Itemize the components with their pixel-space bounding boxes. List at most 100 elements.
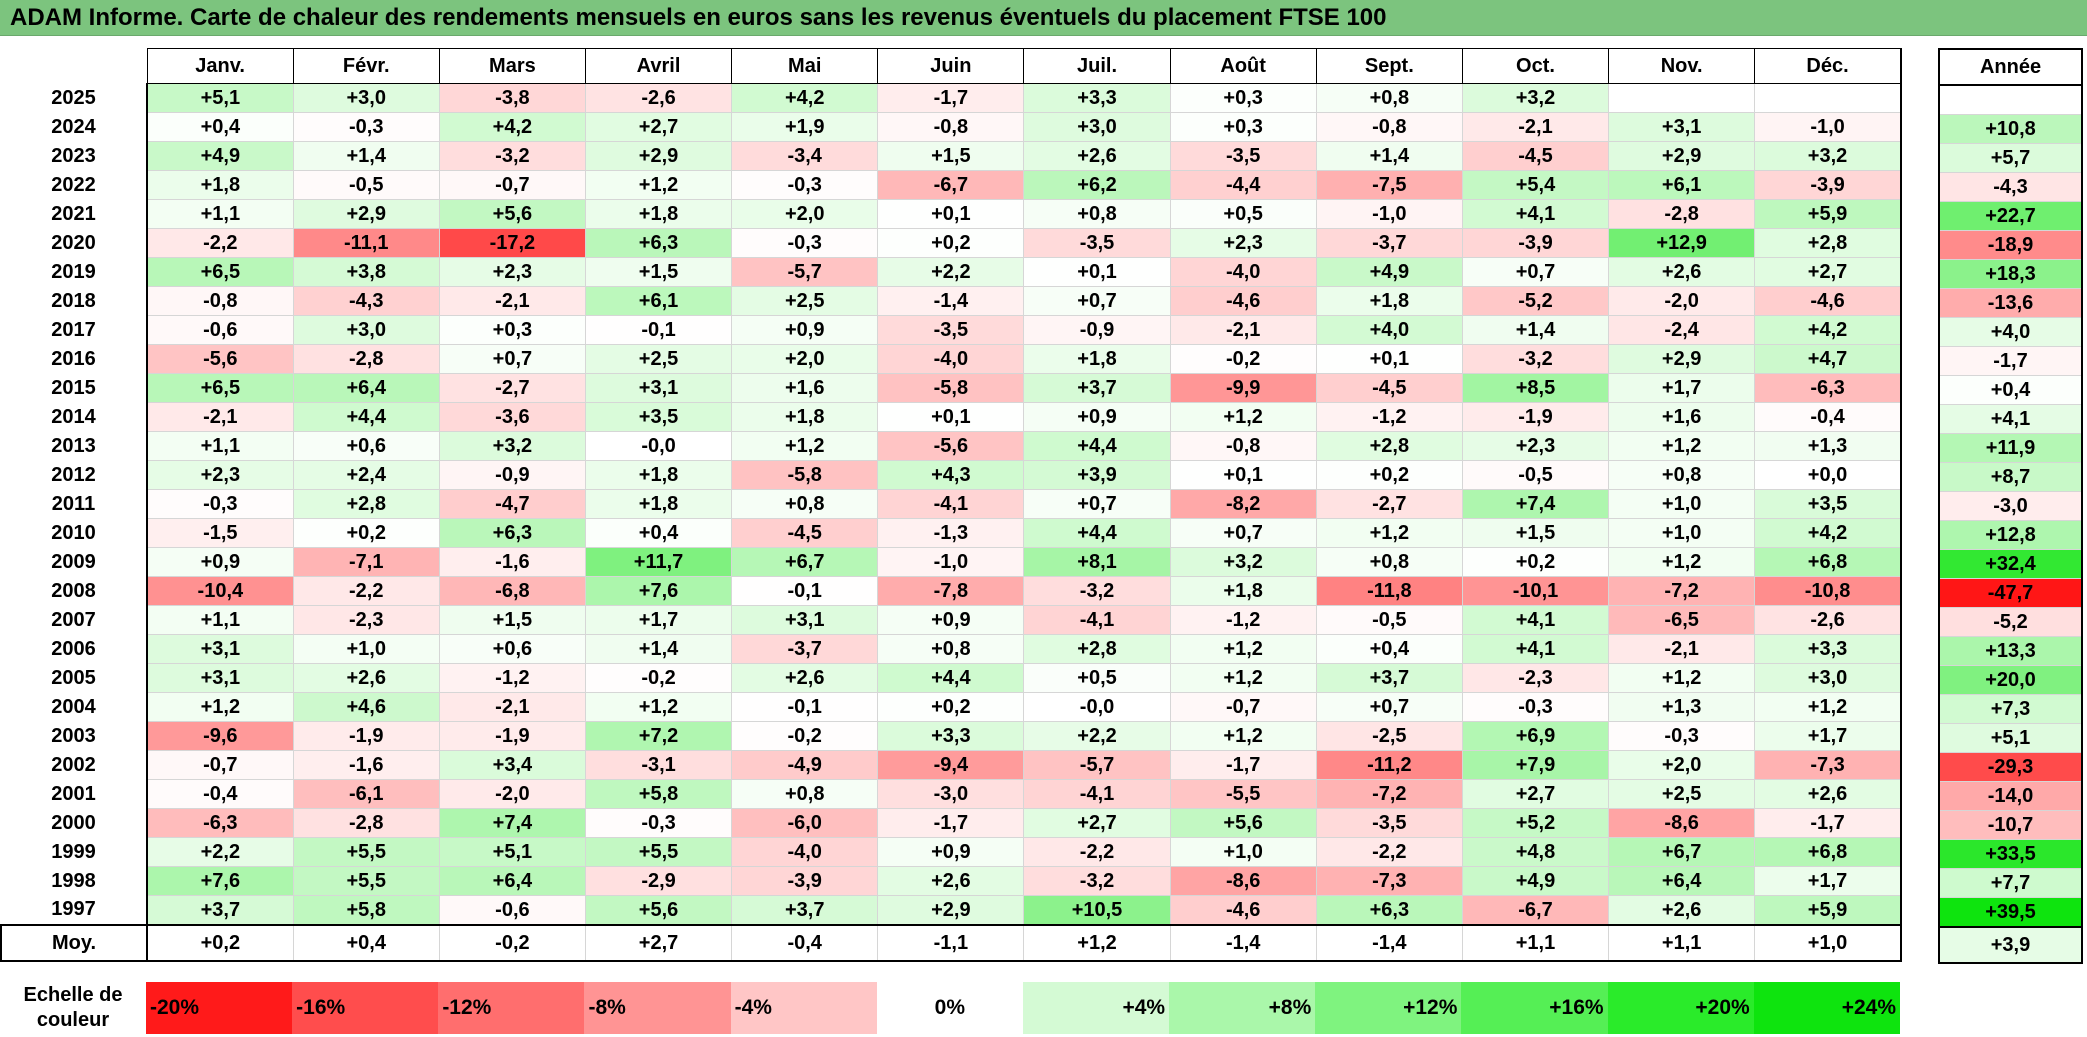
color-scale-step: -16% xyxy=(292,982,439,1034)
month-return-cell: +0,8 xyxy=(1608,460,1756,490)
month-return-cell xyxy=(1754,83,1902,113)
month-return-cell: +3,0 xyxy=(292,83,440,113)
annual-return-cell: +10,8 xyxy=(1938,114,2083,144)
month-return-cell: -0,3 xyxy=(731,228,879,258)
month-return-cell: +7,2 xyxy=(584,721,733,751)
table-row: 2006 +3,1 +1,0 +0,6 +1,4 -3,7 +0,8 +2,8 +1,2 +0,4… xyxy=(1,634,1902,664)
month-return-cell: +0,2 xyxy=(1315,460,1463,490)
average-month-cell: +0,2 xyxy=(146,924,294,962)
month-return-cell: -1,0 xyxy=(877,547,1025,577)
month-return-cell: +0,7 xyxy=(1169,518,1317,548)
month-return-cell: +3,7 xyxy=(146,895,294,926)
month-return-cell: -2,2 xyxy=(292,576,440,606)
year-label: 2025 xyxy=(1,83,148,113)
month-return-cell: -0,0 xyxy=(1023,692,1171,722)
month-return-cell: -2,6 xyxy=(584,83,733,113)
table-row: 1998 +7,6 +5,5 +6,4 -2,9 -3,9 +2,6 -3,2 -8,6 -7,3… xyxy=(1,866,1902,896)
table-row: 2024 +0,4 -0,3 +4,2 +2,7 +1,9 -0,8 +3,0 +0,3 -0,8… xyxy=(1,112,1902,142)
month-return-cell: +5,4 xyxy=(1461,170,1610,200)
month-return-cell: +3,1 xyxy=(146,663,294,693)
month-return-cell: -3,1 xyxy=(584,750,733,780)
month-return-cell: -2,1 xyxy=(1461,112,1610,142)
month-return-cell: -4,4 xyxy=(1169,170,1317,200)
month-return-cell: -10,4 xyxy=(146,576,294,606)
table-row: 2012 +2,3 +2,4 -0,9 +1,8 -5,8 +4,3 +3,9 +0,1 +0,2… xyxy=(1,460,1902,490)
month-return-cell: +1,2 xyxy=(1169,402,1317,432)
month-return-cell: +4,2 xyxy=(1754,315,1902,345)
month-return-cell: +2,8 xyxy=(1023,634,1171,664)
month-return-cell: +5,8 xyxy=(292,895,440,926)
month-return-cell: +2,2 xyxy=(146,837,294,867)
year-label: 2005 xyxy=(1,663,148,693)
month-return-cell: +6,2 xyxy=(1023,170,1171,200)
annual-row: +7,7 xyxy=(1938,868,2083,898)
month-return-cell: -1,2 xyxy=(1315,402,1463,432)
month-return-cell: +2,6 xyxy=(292,663,440,693)
month-return-cell: +1,3 xyxy=(1608,692,1756,722)
month-return-cell: -4,6 xyxy=(1754,286,1902,316)
month-return-cell: +7,9 xyxy=(1461,750,1610,780)
month-return-cell: +0,9 xyxy=(877,837,1025,867)
month-return-cell: -7,3 xyxy=(1754,750,1902,780)
month-return-cell: +1,2 xyxy=(1754,692,1902,722)
month-return-cell: -2,8 xyxy=(292,344,440,374)
month-return-cell: -2,1 xyxy=(438,692,586,722)
annual-return-cell: +12,8 xyxy=(1938,520,2083,550)
month-return-cell: -0,6 xyxy=(146,315,294,345)
month-return-cell: -4,0 xyxy=(1169,257,1317,287)
year-label: 2011 xyxy=(1,489,148,519)
annual-row: -4,3 xyxy=(1938,172,2083,202)
month-return-cell: -5,8 xyxy=(731,460,879,490)
month-return-cell: +1,4 xyxy=(1315,141,1463,171)
month-return-cell: -3,9 xyxy=(1461,228,1610,258)
annual-return-cell: +4,1 xyxy=(1938,404,2083,434)
month-return-cell: +1,4 xyxy=(292,141,440,171)
annual-return-cell: -47,7 xyxy=(1938,578,2083,608)
month-return-cell: +6,4 xyxy=(292,373,440,403)
month-return-cell: -8,6 xyxy=(1169,866,1317,896)
month-header: Avril xyxy=(584,48,733,84)
month-return-cell: +3,2 xyxy=(1754,141,1902,171)
table-row: 2000 -6,3 -2,8 +7,4 -0,3 -6,0 -1,7 +2,7 +5,6 -3,5… xyxy=(1,808,1902,838)
month-return-cell: +2,6 xyxy=(877,866,1025,896)
month-return-cell: -6,5 xyxy=(1608,605,1756,635)
month-return-cell: +7,4 xyxy=(438,808,586,838)
year-label: 2019 xyxy=(1,257,148,287)
annual-row: -18,9 xyxy=(1938,230,2083,260)
month-return-cell: -3,5 xyxy=(1023,228,1171,258)
month-return-cell: -4,5 xyxy=(1315,373,1463,403)
month-return-cell: +1,7 xyxy=(1754,866,1902,896)
month-header: Sept. xyxy=(1315,48,1463,84)
annual-return-cell: -13,6 xyxy=(1938,288,2083,318)
month-return-cell: +3,5 xyxy=(1754,489,1902,519)
table-row: 2018 -0,8 -4,3 -2,1 +6,1 +2,5 -1,4 +0,7 -4,6 +1,8… xyxy=(1,286,1902,316)
month-return-cell: +2,7 xyxy=(1023,808,1171,838)
month-return-cell: -6,7 xyxy=(1461,895,1610,926)
month-return-cell: -0,2 xyxy=(584,663,733,693)
month-return-cell: +3,5 xyxy=(584,402,733,432)
month-return-cell: -4,9 xyxy=(731,750,879,780)
month-return-cell: +2,6 xyxy=(731,663,879,693)
table-row: 2025 +5,1 +3,0 -3,8 -2,6 +4,2 -1,7 +3,3 +0,3 +0,8… xyxy=(1,83,1902,113)
annual-row: -47,7 xyxy=(1938,578,2083,608)
month-return-cell: -3,7 xyxy=(1315,228,1463,258)
month-return-cell: +5,1 xyxy=(146,83,294,113)
table-row: 2013 +1,1 +0,6 +3,2 -0,0 +1,2 -5,6 +4,4 -0,8 +2,8… xyxy=(1,431,1902,461)
month-return-cell: +2,5 xyxy=(1608,779,1756,809)
color-scale-legend: Echelle de couleur -20% -16% -12% -8% -4% 0% +… xyxy=(0,982,1900,1034)
month-return-cell: +5,5 xyxy=(292,866,440,896)
month-return-cell: +1,4 xyxy=(584,634,733,664)
month-return-cell: -2,3 xyxy=(1461,663,1610,693)
month-return-cell: +6,4 xyxy=(1608,866,1756,896)
month-return-cell: -0,5 xyxy=(1315,605,1463,635)
month-return-cell: +4,2 xyxy=(1754,518,1902,548)
month-return-cell: +0,2 xyxy=(877,692,1025,722)
month-return-cell: -11,2 xyxy=(1315,750,1463,780)
month-return-cell: +0,6 xyxy=(438,634,586,664)
month-return-cell: -2,6 xyxy=(1754,605,1902,635)
color-scale-step: -8% xyxy=(584,982,731,1034)
annual-row: +4,1 xyxy=(1938,404,2083,434)
color-scale-step: +24% xyxy=(1753,982,1900,1034)
year-label: 2008 xyxy=(1,576,148,606)
month-return-cell: +1,0 xyxy=(1169,837,1317,867)
